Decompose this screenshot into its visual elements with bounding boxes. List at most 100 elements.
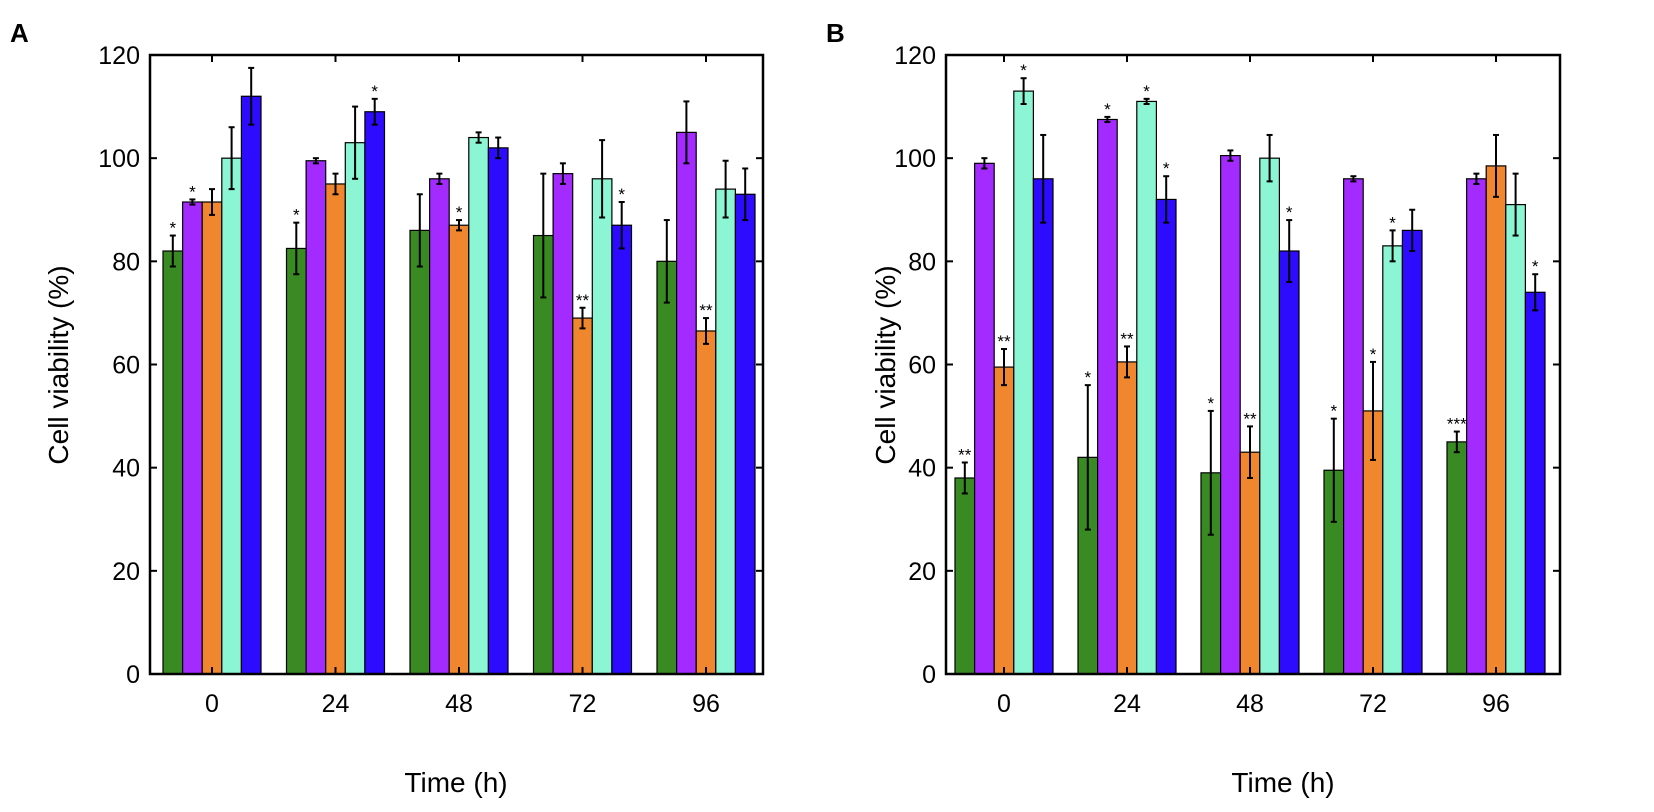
y-tick-label: 0 xyxy=(126,661,140,689)
y-tick-label: 100 xyxy=(98,145,140,173)
bar xyxy=(1446,441,1468,675)
bar xyxy=(1219,154,1241,675)
bar xyxy=(1485,165,1507,675)
bar xyxy=(1465,178,1487,675)
y-tick-label: 60 xyxy=(112,352,140,380)
panel-letter-a: A xyxy=(10,18,29,48)
significance-marker: * xyxy=(1389,213,1396,232)
significance-marker: * xyxy=(618,185,625,204)
bar xyxy=(1259,157,1281,675)
significance-marker: * xyxy=(1207,394,1214,413)
x-tick-label: 0 xyxy=(205,690,219,718)
bar xyxy=(201,201,223,675)
bar xyxy=(468,136,489,675)
bar xyxy=(1505,203,1527,675)
bar xyxy=(448,224,470,675)
bar xyxy=(162,250,184,675)
y-tick-label: 80 xyxy=(908,248,936,276)
bar xyxy=(221,157,243,675)
x-tick-label: 72 xyxy=(569,690,597,718)
significance-marker: ** xyxy=(576,291,590,310)
y-tick-label: 120 xyxy=(98,42,140,70)
bar xyxy=(1382,245,1404,675)
significance-marker: * xyxy=(1370,345,1377,364)
bar xyxy=(409,229,431,675)
bar xyxy=(305,160,327,675)
bar xyxy=(1239,451,1261,675)
significance-marker: ** xyxy=(1120,329,1134,348)
x-tick-label: 24 xyxy=(322,690,350,718)
significance-marker: * xyxy=(1143,82,1150,101)
bar xyxy=(1155,198,1177,675)
x-axis-title-b: Time (h) xyxy=(1231,767,1334,798)
significance-marker: * xyxy=(189,182,196,201)
bar xyxy=(1401,229,1423,675)
panel-letter-b: B xyxy=(826,18,845,48)
y-axis-title-b: Cell viability (%) xyxy=(870,265,901,464)
bar xyxy=(344,142,366,675)
significance-marker: * xyxy=(371,82,378,101)
bar xyxy=(572,317,593,675)
significance-marker: * xyxy=(1104,100,1111,119)
significance-marker: *** xyxy=(1447,415,1467,434)
bar xyxy=(285,247,307,675)
bar xyxy=(1278,250,1300,675)
significance-marker: * xyxy=(1286,203,1293,222)
bar xyxy=(611,224,633,675)
bar xyxy=(1342,178,1364,675)
bar xyxy=(1032,178,1054,675)
bar xyxy=(1013,90,1034,675)
y-tick-label: 40 xyxy=(908,455,936,483)
x-tick-label: 0 xyxy=(997,690,1011,718)
y-tick-label: 80 xyxy=(112,248,140,276)
y-tick-label: 20 xyxy=(908,558,936,586)
significance-marker: ** xyxy=(699,301,713,320)
bar xyxy=(240,95,262,675)
bar xyxy=(1524,291,1546,675)
significance-marker: ** xyxy=(997,332,1011,351)
bar xyxy=(715,188,736,675)
significance-marker: * xyxy=(293,206,300,225)
significance-marker: * xyxy=(1084,368,1091,387)
bar xyxy=(695,330,717,675)
y-tick-label: 20 xyxy=(112,558,140,586)
bar xyxy=(656,260,678,675)
bar xyxy=(487,147,509,675)
bar xyxy=(552,173,574,675)
x-tick-label: 72 xyxy=(1359,690,1387,718)
bar xyxy=(182,201,203,675)
bar xyxy=(1096,118,1118,675)
bar xyxy=(675,131,697,675)
y-tick-label: 120 xyxy=(894,42,936,70)
bar xyxy=(973,162,995,675)
bar xyxy=(1136,100,1158,675)
x-tick-label: 96 xyxy=(692,690,720,718)
x-tick-label: 48 xyxy=(445,690,473,718)
bar xyxy=(591,178,613,675)
y-axis-title-a: Cell viability (%) xyxy=(43,265,74,464)
x-tick-label: 48 xyxy=(1236,690,1264,718)
significance-marker: ** xyxy=(958,446,972,465)
bar xyxy=(954,477,976,675)
significance-marker: * xyxy=(1020,61,1027,80)
bar xyxy=(993,366,1015,675)
bar xyxy=(532,234,554,675)
significance-marker: * xyxy=(1163,159,1170,178)
y-tick-label: 40 xyxy=(112,455,140,483)
bar xyxy=(325,183,346,675)
bar xyxy=(1116,361,1138,675)
significance-marker: * xyxy=(456,203,463,222)
significance-marker: * xyxy=(1532,257,1539,276)
x-tick-label: 96 xyxy=(1482,690,1510,718)
significance-marker: * xyxy=(1330,402,1337,421)
x-tick-label: 24 xyxy=(1113,690,1141,718)
y-tick-label: 60 xyxy=(908,352,936,380)
x-axis-title-a: Time (h) xyxy=(404,767,507,798)
significance-marker: * xyxy=(169,219,176,238)
bar xyxy=(364,111,386,675)
significance-marker: ** xyxy=(1243,409,1257,428)
y-tick-label: 100 xyxy=(894,145,936,173)
